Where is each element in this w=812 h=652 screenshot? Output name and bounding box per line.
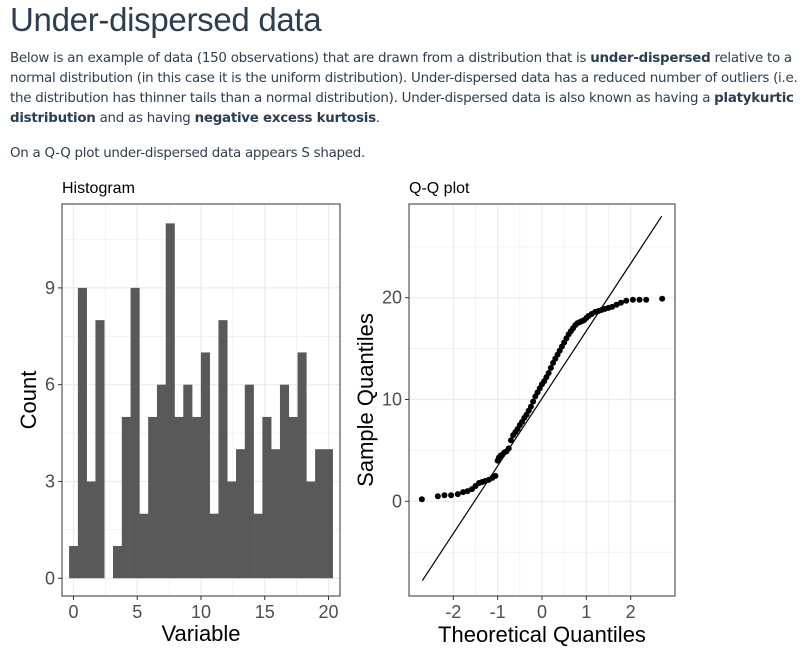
qq-point xyxy=(448,492,455,499)
histogram-bar xyxy=(315,449,325,579)
qq-point xyxy=(629,296,636,303)
y-tick-label: 3 xyxy=(45,471,55,491)
qq-point xyxy=(492,472,499,479)
histogram-bar xyxy=(86,481,96,579)
intro-text-3: and as having xyxy=(95,111,195,126)
histogram-bar xyxy=(77,287,87,579)
histogram-bar xyxy=(297,352,307,579)
qq-x-label: Theoretical Quantiles xyxy=(438,622,646,647)
intro-bold-under-dispersed: under-dispersed xyxy=(590,51,711,66)
y-tick-label: 6 xyxy=(45,375,55,395)
histogram-bar xyxy=(253,513,263,579)
qq-y-label: Sample Quantiles xyxy=(353,313,378,487)
qq-point xyxy=(545,370,552,377)
histogram-bar xyxy=(209,513,219,579)
qq-point xyxy=(418,496,425,503)
histogram-bar xyxy=(200,352,210,579)
histogram-chart: Histogram 0 5 10 15 20 0 3 6 9 Variable Count xyxy=(16,180,341,646)
qq-point xyxy=(434,493,441,500)
qq-grid xyxy=(409,204,675,596)
y-tick-label: 10 xyxy=(382,389,402,409)
histogram-bar xyxy=(244,384,254,579)
histogram-bar xyxy=(279,384,290,579)
y-tick-label: 20 xyxy=(382,288,402,308)
qq-line-segment xyxy=(421,215,663,582)
x-tick-label: 20 xyxy=(319,602,339,622)
histogram-bar xyxy=(192,416,202,579)
histogram-x-label: Variable xyxy=(161,621,240,646)
qq-point xyxy=(547,364,554,371)
qq-point xyxy=(643,296,650,303)
intro-bold-platykurtic: platykurtic distribution xyxy=(10,91,794,126)
histogram-y-label: Count xyxy=(16,371,41,430)
qq-reference-line xyxy=(421,215,663,582)
qq-point xyxy=(623,297,630,304)
x-tick-label: 0 xyxy=(68,602,78,622)
x-tick-label: 10 xyxy=(191,602,211,622)
qq-points xyxy=(418,295,666,503)
qq-point xyxy=(507,437,514,444)
histogram-bar xyxy=(271,449,281,579)
intro-text-4: . xyxy=(375,111,380,126)
qq-point xyxy=(454,491,461,498)
qq-point xyxy=(527,403,534,410)
histogram-title: Histogram xyxy=(62,180,135,197)
y-tick-label: 9 xyxy=(45,278,55,298)
page-title: Under-dispersed data xyxy=(10,1,322,38)
histogram-bars xyxy=(69,223,333,579)
qq-point xyxy=(636,296,643,303)
x-tick-label: 5 xyxy=(132,602,142,622)
histogram-bar xyxy=(227,481,237,579)
qq-point xyxy=(617,299,624,306)
qq-point xyxy=(659,295,666,302)
histogram-bar xyxy=(306,481,316,579)
histogram-bar xyxy=(218,320,228,579)
qq-note: On a Q-Q plot under-dispersed data appea… xyxy=(10,146,366,161)
qq-point xyxy=(441,492,448,499)
histogram-bar xyxy=(174,416,184,579)
x-tick-label: 2 xyxy=(626,602,636,622)
histogram-bar xyxy=(139,513,149,579)
histogram-bar xyxy=(236,449,246,579)
intro-text-2: relative to a normal distribution (in th… xyxy=(10,51,798,106)
histogram-axes: 0 5 10 15 20 0 3 6 9 xyxy=(45,278,339,622)
histogram-bar xyxy=(130,287,140,579)
x-tick-label: 0 xyxy=(537,602,547,622)
histogram-bar xyxy=(323,449,333,579)
intro-bold-kurtosis: negative excess kurtosis xyxy=(194,111,376,126)
x-tick-label: -1 xyxy=(490,602,506,622)
histogram-bar xyxy=(121,416,131,579)
qq-point xyxy=(505,445,512,452)
histogram-bar xyxy=(148,416,158,579)
histogram-bar xyxy=(69,545,79,579)
histogram-bar xyxy=(95,320,105,579)
histogram-bar xyxy=(113,545,123,579)
x-tick-label: 1 xyxy=(581,602,591,622)
intro-paragraph: Below is an example of data (150 observa… xyxy=(10,49,810,129)
histogram-bar xyxy=(183,384,193,579)
intro-text-1: Below is an example of data (150 observa… xyxy=(10,51,591,66)
y-tick-label: 0 xyxy=(392,491,402,511)
x-tick-label: -2 xyxy=(445,602,461,622)
histogram-bar xyxy=(165,223,175,579)
histogram-bar xyxy=(262,416,272,579)
histogram-bar xyxy=(288,416,298,579)
qq-point xyxy=(530,398,537,405)
x-tick-label: 15 xyxy=(255,602,275,622)
histogram-bar xyxy=(156,384,167,579)
y-tick-label: 0 xyxy=(45,568,55,588)
qq-title: Q-Q plot xyxy=(409,180,470,197)
